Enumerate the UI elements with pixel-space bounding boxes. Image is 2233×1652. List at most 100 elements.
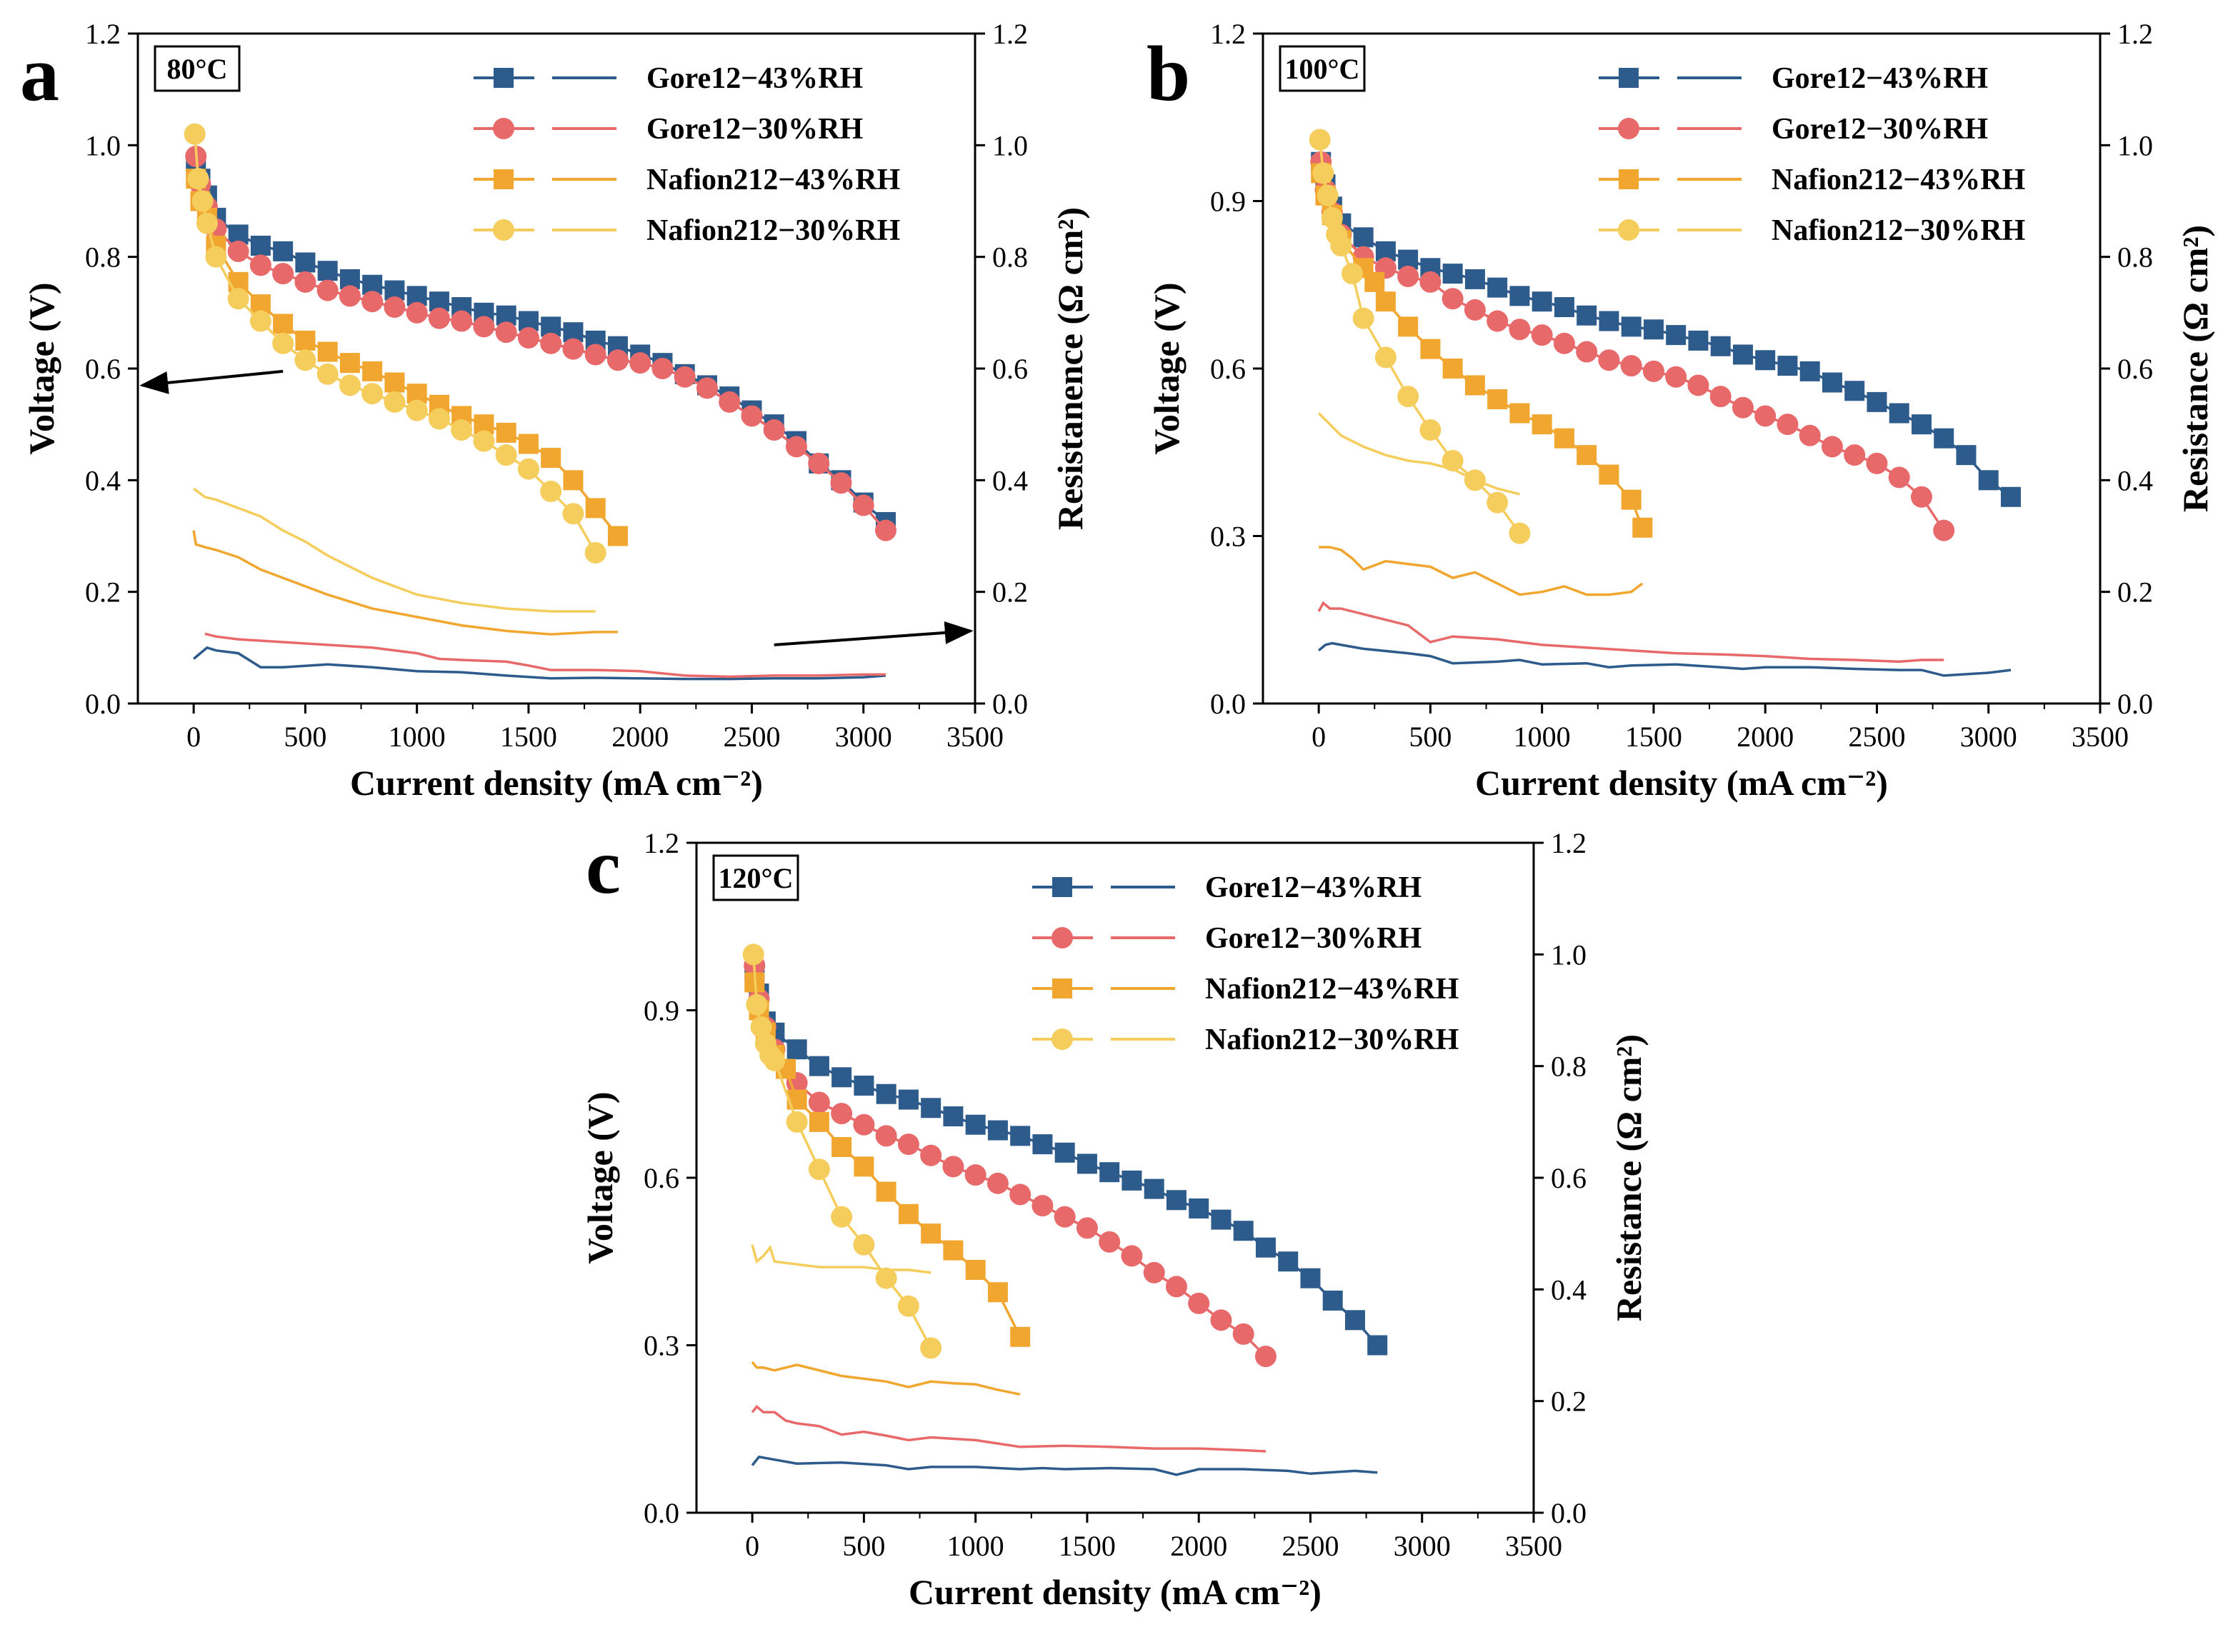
data-point-square [987, 1120, 1008, 1141]
data-point-circle [339, 374, 361, 396]
data-point-circle [1321, 206, 1343, 229]
data-point-square [585, 498, 606, 519]
data-point-circle [1188, 1292, 1210, 1314]
y-right-tick-label: 0.6 [992, 353, 1028, 385]
data-point-circle [1777, 414, 1799, 436]
legend-marker-square [494, 68, 514, 88]
y-right-tick-label: 0.8 [1551, 1051, 1587, 1083]
legend-marker-circle [493, 219, 514, 241]
plot-area [184, 123, 896, 681]
data-point-square [831, 1067, 852, 1088]
data-point-circle [1620, 355, 1642, 377]
data-point-circle [1642, 360, 1664, 382]
data-point-circle [1509, 319, 1531, 341]
data-point-circle [562, 338, 584, 360]
data-point-square [1956, 445, 1977, 466]
data-point-square [295, 252, 316, 273]
data-point-square [1532, 414, 1552, 435]
data-point-square [786, 1039, 807, 1060]
data-point-circle [406, 399, 428, 421]
resistance-line [1319, 546, 1644, 596]
data-point-circle [451, 310, 473, 332]
legend-marker-square [1052, 978, 1072, 998]
legend-marker-circle [493, 118, 514, 139]
temperature-box: 120°C [712, 854, 799, 901]
panel-b: 0 500 1000 1500 2000 2500 3000 35000.00.30.60.9… [1147, 18, 2215, 803]
data-point-square [921, 1223, 941, 1244]
data-point-circle [897, 1133, 919, 1156]
data-point-circle [562, 503, 584, 525]
y-right-tick-label: 1.0 [2117, 129, 2153, 161]
data-point-circle [249, 254, 271, 276]
y-right-tick-label: 0.2 [992, 576, 1028, 609]
panel-letter: a [20, 30, 59, 117]
data-point-circle [191, 190, 214, 212]
x-tick-label: 3500 [946, 721, 1004, 753]
y-right-tick-label: 0.4 [1551, 1273, 1587, 1306]
data-point-circle [316, 279, 339, 301]
x-tick-label: 2000 [1170, 1530, 1227, 1562]
y-right-tick-label: 0.4 [2117, 464, 2153, 496]
legend-marker-square [494, 169, 514, 189]
y-right-tick-label: 0.6 [2117, 353, 2153, 385]
y-right-tick-label: 0.0 [992, 688, 1028, 720]
data-point-circle [1143, 1261, 1165, 1283]
y-right-tick-label: 0.2 [1551, 1386, 1587, 1418]
data-point-circle [1330, 235, 1352, 257]
data-point-square [1099, 1162, 1120, 1183]
y-left-tick-label: 1.2 [1210, 18, 1246, 50]
data-point-circle [786, 1111, 808, 1133]
data-point-circle [1099, 1231, 1121, 1253]
legend-label: Gore12−43%RH [646, 62, 863, 95]
data-point-circle [1352, 307, 1374, 329]
data-point-circle [1910, 486, 1932, 508]
data-point-circle [1509, 522, 1531, 544]
x-axis-title: Current density (mA cm⁻²) [1475, 763, 1888, 803]
y-left-tick-label: 0.0 [1210, 688, 1246, 720]
resistance-line [1317, 601, 1944, 664]
legend-marker-circle [1618, 118, 1639, 139]
data-point-square [273, 241, 294, 261]
data-point-square [1911, 414, 1932, 435]
data-point-square [1509, 286, 1530, 306]
data-point-square [1487, 277, 1508, 298]
data-point-square [563, 470, 584, 491]
data-point-square [1420, 339, 1441, 359]
data-point-square [362, 361, 383, 381]
y-left-tick-label: 0.3 [1210, 521, 1246, 553]
data-point-square [1353, 227, 1374, 248]
data-point-circle [1442, 449, 1464, 471]
data-point-square [1076, 1153, 1097, 1174]
data-point-square [273, 314, 294, 334]
data-point-circle [808, 1158, 830, 1181]
y-right-tick-label: 1.2 [992, 18, 1028, 50]
data-point-circle [1464, 299, 1486, 321]
data-point-circle [1888, 466, 1910, 489]
data-point-circle [853, 1233, 875, 1256]
data-point-square [1233, 1221, 1254, 1241]
data-point-circle [272, 332, 294, 354]
data-point-circle [1419, 271, 1442, 293]
data-point-circle [1397, 386, 1419, 408]
data-point-circle [808, 452, 830, 474]
data-point-square [1487, 389, 1508, 409]
data-point-circle [428, 408, 450, 430]
data-point-square [1344, 1310, 1365, 1331]
data-point-circle [227, 240, 249, 262]
x-tick-label: 1000 [947, 1530, 1004, 1562]
temperature-box: 80°C [154, 45, 241, 92]
data-point-square [1666, 325, 1687, 346]
data-point-square [1442, 264, 1463, 284]
y-right-tick-label: 0.6 [1551, 1162, 1587, 1194]
legend-label: Nafion212−43%RH [1205, 973, 1459, 1006]
legend-label: Nafion212−30%RH [1205, 1023, 1459, 1056]
data-point-square [876, 1181, 896, 1202]
data-point-square [1300, 1268, 1321, 1288]
y-left-axis-title: Voltage (V) [1147, 282, 1187, 454]
data-point-circle [741, 405, 763, 427]
x-tick-label: 2500 [1282, 1530, 1339, 1562]
data-point-circle [495, 444, 517, 466]
data-point-circle [584, 344, 606, 366]
voltage-line [194, 161, 887, 524]
